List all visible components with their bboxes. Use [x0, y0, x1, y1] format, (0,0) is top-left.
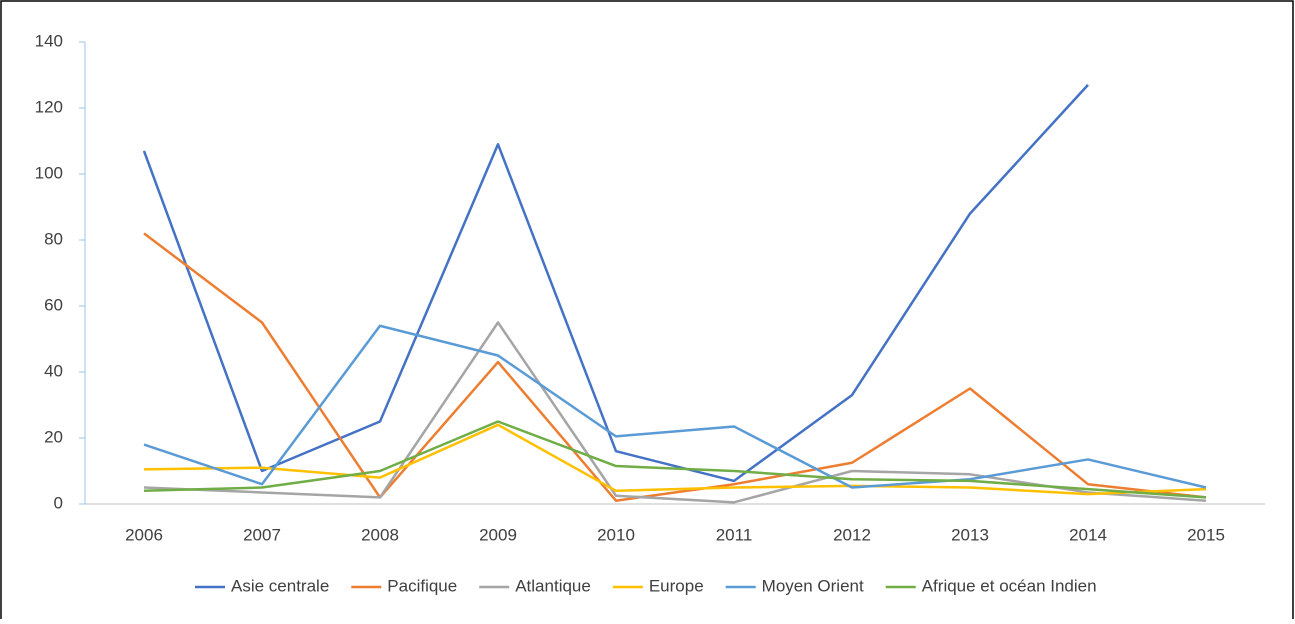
- series-line: [143, 232, 1207, 502]
- x-tick-label: 2015: [1187, 525, 1225, 544]
- y-tick-label: 120: [35, 97, 63, 116]
- y-tick-label: 100: [35, 163, 63, 182]
- x-tick-label: 2007: [243, 525, 281, 544]
- y-tick-label: 20: [44, 427, 63, 446]
- y-tick-label: 40: [44, 361, 63, 380]
- legend-label: Afrique et océan Indien: [922, 576, 1097, 595]
- legend-label: Moyen Orient: [762, 576, 864, 595]
- x-tick-label: 2009: [479, 525, 517, 544]
- series-line: [143, 321, 1207, 504]
- legend-label: Asie centrale: [231, 576, 329, 595]
- x-tick-label: 2013: [951, 525, 989, 544]
- legend-label: Pacifique: [387, 576, 457, 595]
- x-tick-label: 2010: [597, 525, 635, 544]
- x-tick-label: 2011: [716, 525, 753, 544]
- x-tick-label: 2012: [833, 525, 871, 544]
- legend-label: Atlantique: [515, 576, 591, 595]
- series-line: [143, 324, 1207, 489]
- x-tick-label: 2006: [125, 525, 163, 544]
- x-tick-label: 2014: [1069, 525, 1107, 544]
- series-line: [143, 420, 1207, 499]
- series-line: [143, 423, 1207, 496]
- legend-label: Europe: [649, 576, 704, 595]
- y-tick-label: 140: [35, 31, 63, 50]
- series-line: [142, 84, 1089, 483]
- x-tick-label: 2008: [361, 525, 399, 544]
- y-tick-label: 80: [44, 229, 63, 248]
- y-tick-label: 60: [44, 295, 63, 314]
- y-tick-label: 0: [54, 493, 63, 512]
